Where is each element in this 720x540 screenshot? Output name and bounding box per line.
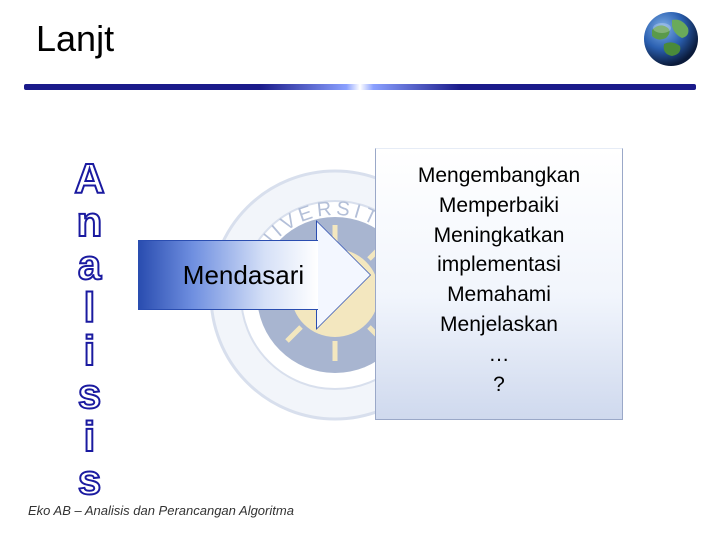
page-title: Lanjt — [36, 18, 114, 60]
list-item: Menjelaskan — [376, 310, 622, 340]
arrow-label: Mendasari — [183, 260, 304, 291]
list-item: Mengembangkan — [376, 161, 622, 191]
list-item: Memahami — [376, 280, 622, 310]
vertical-heading: Analisis — [68, 155, 110, 499]
list-item: implementasi — [376, 250, 622, 280]
arrow-callout: Mendasari — [138, 222, 370, 328]
arrow-body: Mendasari — [138, 240, 318, 310]
slide: Lanjt — [0, 0, 720, 540]
list-item: Memperbaiki — [376, 191, 622, 221]
arrow-head — [317, 222, 370, 328]
title-divider — [24, 84, 696, 90]
list-item: ? — [376, 370, 622, 400]
globe-icon — [642, 10, 700, 68]
footer-text: Eko AB – Analisis dan Perancangan Algori… — [28, 503, 294, 518]
list-item: Meningkatkan — [376, 221, 622, 251]
outcome-list: Mengembangkan Memperbaiki Meningkatkan i… — [375, 148, 623, 420]
list-item: … — [376, 340, 622, 370]
